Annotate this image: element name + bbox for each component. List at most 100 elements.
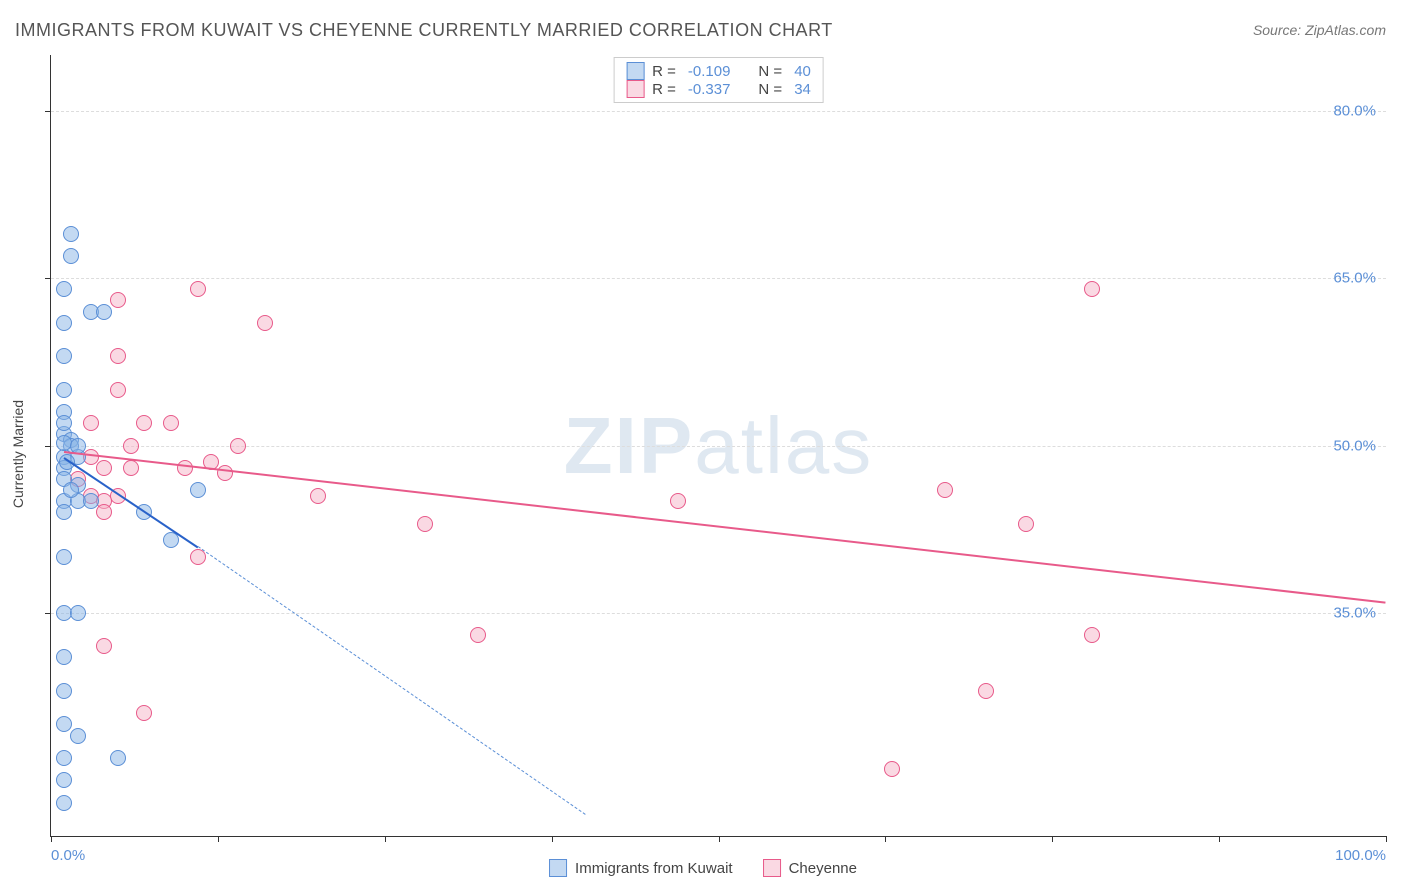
y-tick-mark bbox=[45, 446, 51, 447]
data-point bbox=[1084, 281, 1100, 297]
grid-line bbox=[51, 613, 1386, 614]
series-legend: Immigrants from Kuwait Cheyenne bbox=[549, 859, 857, 877]
data-point bbox=[670, 493, 686, 509]
x-tick-label: 0.0% bbox=[51, 847, 85, 864]
r-value-blue: -0.109 bbox=[688, 63, 731, 80]
data-point bbox=[470, 627, 486, 643]
r-label: R = bbox=[652, 81, 676, 98]
data-point bbox=[177, 460, 193, 476]
chart-title: IMMIGRANTS FROM KUWAIT VS CHEYENNE CURRE… bbox=[15, 20, 833, 41]
data-point bbox=[110, 348, 126, 364]
x-tick-mark bbox=[1386, 836, 1387, 842]
y-tick-label: 80.0% bbox=[1333, 102, 1376, 119]
data-point bbox=[56, 683, 72, 699]
x-tick-mark bbox=[385, 836, 386, 842]
data-point bbox=[56, 772, 72, 788]
data-point bbox=[136, 415, 152, 431]
data-point bbox=[110, 292, 126, 308]
y-tick-label: 35.0% bbox=[1333, 604, 1376, 621]
data-point bbox=[83, 415, 99, 431]
x-tick-mark bbox=[218, 836, 219, 842]
data-point bbox=[123, 438, 139, 454]
y-tick-mark bbox=[45, 111, 51, 112]
swatch-pink-icon bbox=[626, 80, 644, 98]
data-point bbox=[56, 549, 72, 565]
data-point bbox=[56, 281, 72, 297]
r-value-pink: -0.337 bbox=[688, 81, 731, 98]
data-point bbox=[56, 795, 72, 811]
data-point bbox=[163, 415, 179, 431]
grid-line bbox=[51, 446, 1386, 447]
x-tick-mark bbox=[885, 836, 886, 842]
data-point bbox=[136, 705, 152, 721]
correlation-legend: R = -0.109 N = 40 R = -0.337 N = 34 bbox=[613, 57, 824, 103]
legend-item-kuwait: Immigrants from Kuwait bbox=[549, 859, 733, 877]
data-point bbox=[96, 504, 112, 520]
grid-line bbox=[51, 111, 1386, 112]
data-point bbox=[70, 605, 86, 621]
data-point bbox=[190, 281, 206, 297]
legend-label-cheyenne: Cheyenne bbox=[789, 860, 857, 877]
x-tick-mark bbox=[51, 836, 52, 842]
data-point bbox=[978, 683, 994, 699]
data-point bbox=[56, 649, 72, 665]
data-point bbox=[884, 761, 900, 777]
y-tick-mark bbox=[45, 613, 51, 614]
x-tick-mark bbox=[1219, 836, 1220, 842]
y-tick-mark bbox=[45, 278, 51, 279]
n-label: N = bbox=[758, 63, 782, 80]
data-point bbox=[230, 438, 246, 454]
source-label: Source: bbox=[1253, 22, 1301, 38]
data-point bbox=[83, 493, 99, 509]
data-point bbox=[257, 315, 273, 331]
data-point bbox=[1018, 516, 1034, 532]
data-point bbox=[310, 488, 326, 504]
data-point bbox=[96, 304, 112, 320]
x-tick-mark bbox=[552, 836, 553, 842]
data-point bbox=[56, 504, 72, 520]
data-point bbox=[1084, 627, 1100, 643]
r-label: R = bbox=[652, 63, 676, 80]
data-point bbox=[417, 516, 433, 532]
data-point bbox=[110, 750, 126, 766]
n-label: N = bbox=[758, 81, 782, 98]
data-point bbox=[96, 460, 112, 476]
grid-line bbox=[51, 278, 1386, 279]
data-point bbox=[70, 728, 86, 744]
data-point bbox=[96, 638, 112, 654]
source-attribution: Source: ZipAtlas.com bbox=[1253, 22, 1386, 38]
x-tick-mark bbox=[719, 836, 720, 842]
swatch-pink-icon bbox=[763, 859, 781, 877]
data-point bbox=[56, 348, 72, 364]
x-tick-mark bbox=[1052, 836, 1053, 842]
y-axis-label: Currently Married bbox=[10, 400, 26, 508]
data-point bbox=[123, 460, 139, 476]
source-value: ZipAtlas.com bbox=[1305, 22, 1386, 38]
data-point bbox=[56, 415, 72, 431]
regression-line bbox=[64, 451, 1386, 604]
data-point bbox=[63, 482, 79, 498]
data-point bbox=[56, 315, 72, 331]
data-point bbox=[56, 716, 72, 732]
data-point bbox=[110, 382, 126, 398]
swatch-blue-icon bbox=[549, 859, 567, 877]
swatch-blue-icon bbox=[626, 62, 644, 80]
data-point bbox=[63, 248, 79, 264]
y-tick-label: 65.0% bbox=[1333, 270, 1376, 287]
legend-item-cheyenne: Cheyenne bbox=[763, 859, 857, 877]
n-value-blue: 40 bbox=[794, 63, 811, 80]
x-tick-label: 100.0% bbox=[1335, 847, 1386, 864]
legend-row-blue: R = -0.109 N = 40 bbox=[626, 62, 811, 80]
data-point bbox=[190, 482, 206, 498]
n-value-pink: 34 bbox=[794, 81, 811, 98]
regression-line bbox=[198, 546, 586, 815]
legend-label-kuwait: Immigrants from Kuwait bbox=[575, 860, 733, 877]
data-point bbox=[937, 482, 953, 498]
data-point bbox=[63, 226, 79, 242]
plot-area: ZIPatlas R = -0.109 N = 40 R = -0.337 N … bbox=[50, 55, 1386, 837]
y-tick-label: 50.0% bbox=[1333, 437, 1376, 454]
chart-container: IMMIGRANTS FROM KUWAIT VS CHEYENNE CURRE… bbox=[0, 0, 1406, 892]
data-point bbox=[56, 750, 72, 766]
data-point bbox=[56, 382, 72, 398]
legend-row-pink: R = -0.337 N = 34 bbox=[626, 80, 811, 98]
